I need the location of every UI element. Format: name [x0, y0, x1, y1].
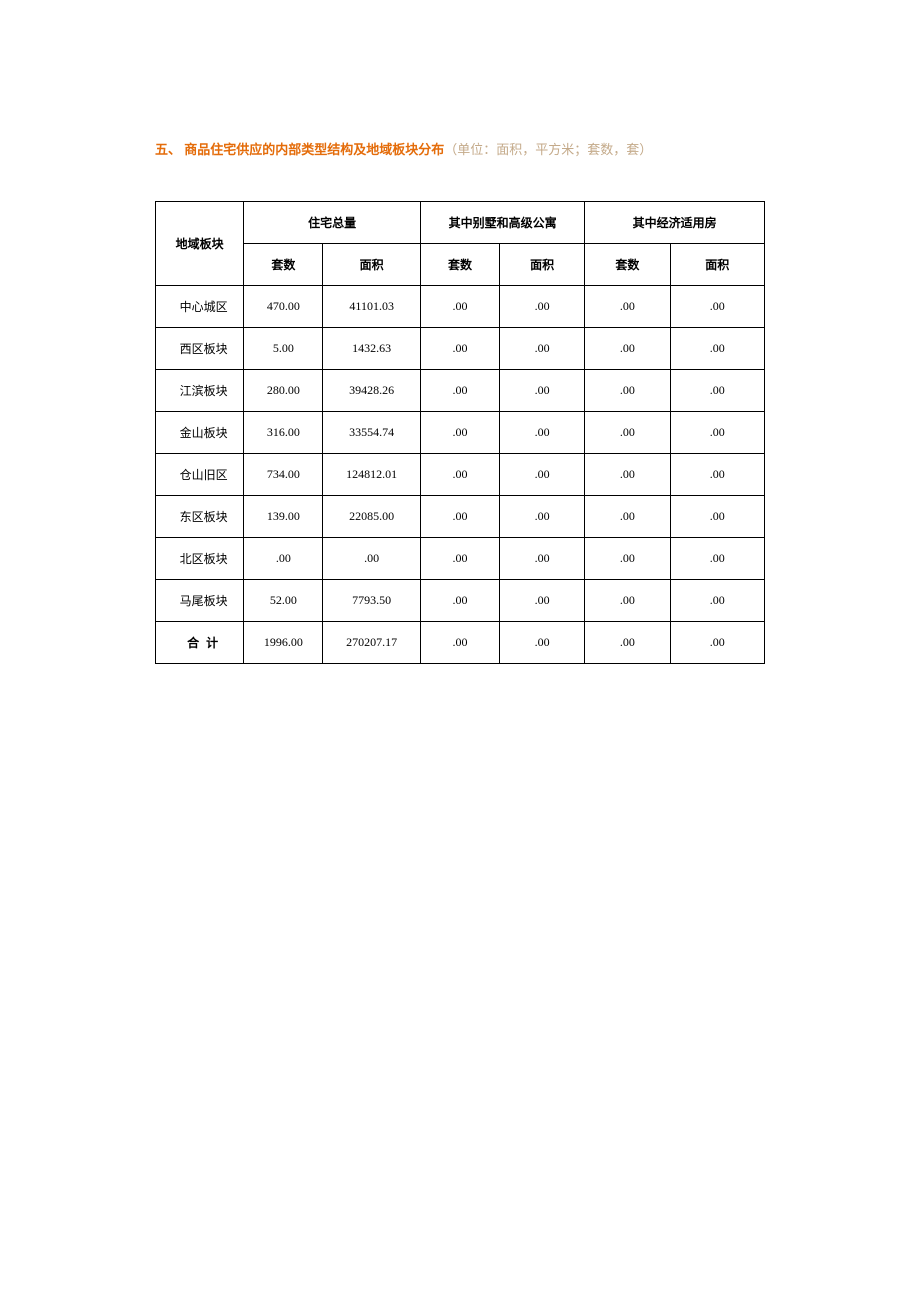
- col-sub-1-1: 面积: [500, 243, 585, 285]
- cell-value: .00: [500, 369, 585, 411]
- col-sub-0-1: 面积: [323, 243, 420, 285]
- table-body: 中心城区470.0041101.03.00.00.00.00西区板块5.0014…: [156, 285, 765, 663]
- cell-value: .00: [670, 621, 764, 663]
- cell-value: .00: [500, 621, 585, 663]
- table-row: 金山板块316.0033554.74.00.00.00.00: [156, 411, 765, 453]
- cell-value: 5.00: [244, 327, 323, 369]
- cell-value: .00: [420, 579, 499, 621]
- table-row: 北区板块.00.00.00.00.00.00: [156, 537, 765, 579]
- cell-value: 22085.00: [323, 495, 420, 537]
- cell-value: .00: [585, 411, 670, 453]
- cell-value: .00: [670, 495, 764, 537]
- table-row: 中心城区470.0041101.03.00.00.00.00: [156, 285, 765, 327]
- col-group-0: 住宅总量: [244, 201, 421, 243]
- cell-value: 316.00: [244, 411, 323, 453]
- cell-value: 470.00: [244, 285, 323, 327]
- cell-value: 1996.00: [244, 621, 323, 663]
- cell-value: .00: [585, 453, 670, 495]
- col-sub-0-0: 套数: [244, 243, 323, 285]
- cell-value: .00: [500, 495, 585, 537]
- cell-value: .00: [585, 579, 670, 621]
- cell-value: .00: [420, 285, 499, 327]
- row-region: 马尾板块: [156, 579, 244, 621]
- cell-value: 280.00: [244, 369, 323, 411]
- cell-value: .00: [585, 369, 670, 411]
- cell-value: .00: [500, 327, 585, 369]
- row-region: 东区板块: [156, 495, 244, 537]
- cell-value: 734.00: [244, 453, 323, 495]
- cell-value: 1432.63: [323, 327, 420, 369]
- cell-value: 139.00: [244, 495, 323, 537]
- cell-value: .00: [420, 411, 499, 453]
- title-unit-text: （单位：面积，平方米；套数，套）: [444, 142, 652, 157]
- cell-value: 270207.17: [323, 621, 420, 663]
- cell-value: .00: [585, 621, 670, 663]
- cell-value: .00: [420, 621, 499, 663]
- cell-value: .00: [420, 495, 499, 537]
- cell-value: 7793.50: [323, 579, 420, 621]
- row-region: 仓山旧区: [156, 453, 244, 495]
- cell-value: .00: [500, 453, 585, 495]
- cell-value: 124812.01: [323, 453, 420, 495]
- cell-value: .00: [585, 495, 670, 537]
- table-row: 仓山旧区734.00124812.01.00.00.00.00: [156, 453, 765, 495]
- cell-value: .00: [670, 327, 764, 369]
- col-sub-1-0: 套数: [420, 243, 499, 285]
- table-row: 江滨板块280.0039428.26.00.00.00.00: [156, 369, 765, 411]
- col-group-1: 其中别墅和高级公寓: [420, 201, 584, 243]
- cell-value: .00: [670, 285, 764, 327]
- cell-value: 41101.03: [323, 285, 420, 327]
- row-region: 北区板块: [156, 537, 244, 579]
- cell-value: .00: [420, 453, 499, 495]
- cell-value: .00: [500, 537, 585, 579]
- table-row: 东区板块139.0022085.00.00.00.00.00: [156, 495, 765, 537]
- cell-value: .00: [670, 453, 764, 495]
- cell-value: .00: [585, 285, 670, 327]
- cell-value: .00: [420, 537, 499, 579]
- col-sub-2-0: 套数: [585, 243, 670, 285]
- col-sub-2-1: 面积: [670, 243, 764, 285]
- cell-value: .00: [323, 537, 420, 579]
- table-header: 地域板块 住宅总量 其中别墅和高级公寓 其中经济适用房 套数 面积 套数 面积 …: [156, 201, 765, 285]
- document-page: 五、 商品住宅供应的内部类型结构及地域板块分布（单位：面积，平方米；套数，套） …: [0, 0, 920, 664]
- cell-value: .00: [670, 411, 764, 453]
- cell-value: .00: [244, 537, 323, 579]
- cell-value: .00: [585, 537, 670, 579]
- table-row: 西区板块5.001432.63.00.00.00.00: [156, 327, 765, 369]
- cell-value: .00: [670, 579, 764, 621]
- cell-value: 33554.74: [323, 411, 420, 453]
- row-region: 中心城区: [156, 285, 244, 327]
- col-region: 地域板块: [156, 201, 244, 285]
- cell-value: .00: [670, 369, 764, 411]
- cell-value: .00: [670, 537, 764, 579]
- col-group-2: 其中经济适用房: [585, 201, 765, 243]
- cell-value: .00: [500, 411, 585, 453]
- row-region-total: 合 计: [156, 621, 244, 663]
- cell-value: 39428.26: [323, 369, 420, 411]
- section-title: 五、 商品住宅供应的内部类型结构及地域板块分布（单位：面积，平方米；套数，套）: [155, 140, 765, 161]
- table-total-row: 合 计1996.00270207.17.00.00.00.00: [156, 621, 765, 663]
- supply-table: 地域板块 住宅总量 其中别墅和高级公寓 其中经济适用房 套数 面积 套数 面积 …: [155, 201, 765, 664]
- table-row: 马尾板块52.007793.50.00.00.00.00: [156, 579, 765, 621]
- cell-value: .00: [420, 327, 499, 369]
- cell-value: .00: [420, 369, 499, 411]
- title-main-text: 五、 商品住宅供应的内部类型结构及地域板块分布: [155, 142, 444, 157]
- row-region: 金山板块: [156, 411, 244, 453]
- cell-value: .00: [500, 579, 585, 621]
- row-region: 西区板块: [156, 327, 244, 369]
- cell-value: 52.00: [244, 579, 323, 621]
- row-region: 江滨板块: [156, 369, 244, 411]
- cell-value: .00: [500, 285, 585, 327]
- cell-value: .00: [585, 327, 670, 369]
